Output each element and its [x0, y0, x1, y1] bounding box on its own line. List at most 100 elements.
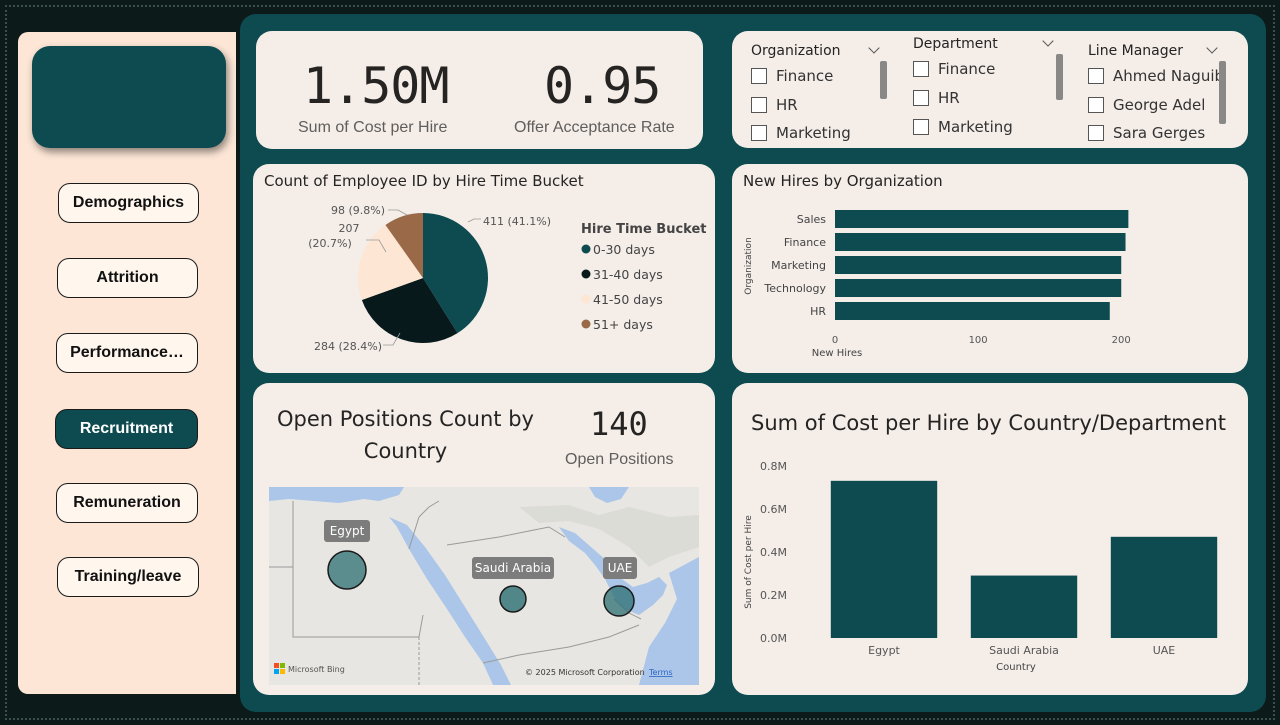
org-x-tick: 200 [1112, 335, 1131, 346]
leader-line [467, 218, 481, 223]
checkbox[interactable] [1088, 125, 1104, 141]
pie-data-label-31-40: 284 (28.4%) [314, 340, 382, 353]
map-copyright: © 2025 Microsoft Corporation [525, 668, 645, 677]
country-x-tick: Egypt [868, 644, 900, 657]
checkbox[interactable] [751, 68, 767, 84]
map[interactable]: Egypt Saudi Arabia UAE Microsoft Bing © … [269, 487, 699, 685]
org-y-tick: Marketing [771, 259, 826, 272]
country-bar-chart: 0.0M 0.2M 0.4M 0.6M 0.8M Egypt Saudi Arabia UAE… [744, 460, 1218, 673]
open-positions-label: Open Positions [565, 451, 674, 468]
org-chart-card: New Hires by Organization 0 100 200 Sales Fi… [732, 164, 1248, 373]
pie-legend-item[interactable]: 0-30 days [593, 242, 655, 257]
kpi-cost-label: Sum of Cost per Hire [298, 119, 448, 136]
checkbox[interactable] [751, 125, 767, 141]
country-x-tick: UAE [1153, 644, 1176, 657]
kpi-offer-value: 0.95 [544, 57, 661, 115]
pie-chart: 411 (41.1%) 207 (20.7%) 284 (28.4%) 98 (… [308, 204, 707, 353]
nav-performance[interactable]: Performance… [56, 333, 198, 373]
checkbox[interactable] [1088, 97, 1104, 113]
map-label-saudi-arabia: Saudi Arabia [475, 561, 551, 575]
org-bar-marketing[interactable] [835, 256, 1122, 274]
map-card-title: Open Positions Count by Country [277, 407, 534, 463]
pie-slice-0-30-days[interactable] [423, 213, 489, 334]
slicer-department-item[interactable]: Finance [913, 60, 995, 78]
org-x-tick: 0 [832, 335, 838, 346]
map-label-egypt-bg [324, 520, 370, 542]
org-bar-hr[interactable] [835, 302, 1110, 320]
country-bar-uae[interactable] [1110, 536, 1218, 638]
checkbox[interactable] [913, 90, 929, 106]
country-chart-title: Sum of Cost per Hire by Country/Departme… [751, 411, 1227, 435]
leader-line [366, 239, 387, 253]
checkbox[interactable] [1088, 68, 1104, 84]
org-y-axis-title: Organization [744, 237, 754, 295]
sidebar: Demographics Attrition Performance… Recr… [18, 32, 236, 694]
org-x-axis-title: New Hires [812, 348, 863, 359]
nav-remuneration[interactable]: Remuneration [56, 483, 198, 523]
slicer-organization-item[interactable]: Marketing [751, 124, 851, 142]
map-card: Open Positions Count by Country 140 Open… [253, 383, 715, 695]
chevron-down-icon[interactable] [1042, 35, 1054, 47]
slicer-line-manager-item[interactable]: George Adel [1088, 96, 1205, 114]
org-y-tick: Sales [797, 213, 827, 226]
checkbox[interactable] [913, 119, 929, 135]
org-bar-sales[interactable] [835, 210, 1129, 228]
kpi-cost-value: 1.50M [303, 57, 450, 115]
pie-legend-title: Hire Time Bucket [581, 222, 707, 237]
slicer-line-manager-scrollbar[interactable] [1219, 61, 1226, 124]
country-bar-saudi-arabia[interactable] [970, 575, 1078, 638]
slicer-line-manager-item[interactable]: Ahmed Naguib [1088, 67, 1224, 85]
org-bar-finance[interactable] [835, 233, 1126, 251]
slicer-department-item[interactable]: HR [913, 89, 960, 107]
nav-demographics[interactable]: Demographics [58, 183, 199, 223]
slicer-organization-item[interactable]: Finance [751, 67, 833, 85]
leader-line [388, 209, 408, 216]
map-label-uae: UAE [608, 561, 633, 575]
slicer-line-manager-title: Line Manager [1088, 43, 1183, 59]
nav-recruitment[interactable]: Recruitment [55, 409, 198, 449]
pie-data-label-41-50-pct: (20.7%) [308, 237, 352, 250]
map-label-uae-bg [603, 557, 637, 579]
pie-data-label-51plus: 98 (9.8%) [331, 204, 385, 217]
pie-slice-31-40-days[interactable] [361, 278, 458, 343]
country-y-axis-title: Sum of Cost per Hire [744, 515, 754, 609]
map-bubble-uae[interactable] [603, 585, 635, 617]
org-y-tick: Finance [784, 236, 826, 249]
org-y-tick: HR [810, 305, 826, 318]
legend-marker [581, 269, 591, 279]
pie-legend-item[interactable]: 51+ days [593, 317, 653, 332]
map-bubble-saudi-arabia[interactable] [499, 585, 527, 613]
pie-data-label-0-30: 411 (41.1%) [483, 215, 551, 228]
nav-attrition[interactable]: Attrition [57, 258, 198, 298]
logo-panel [32, 46, 226, 148]
chevron-down-icon[interactable] [868, 42, 880, 54]
pie-legend-item[interactable]: 41-50 days [593, 292, 663, 307]
country-x-axis-title: Country [996, 662, 1036, 673]
map-terms-link[interactable]: Terms [648, 668, 673, 677]
chevron-down-icon[interactable] [1206, 42, 1218, 54]
nav-training-leave[interactable]: Training/leave [57, 557, 199, 597]
map-label-egypt: Egypt [330, 524, 365, 538]
pie-legend-item[interactable]: 31-40 days [593, 267, 663, 282]
country-y-tick: 0.0M [760, 632, 787, 645]
leader-line [383, 332, 401, 346]
org-bar-technology[interactable] [835, 279, 1122, 297]
kpi-card: 1.50M Sum of Cost per Hire 0.95 Offer Ac… [256, 31, 703, 149]
country-bar-egypt[interactable] [830, 480, 938, 638]
pie-slice-51-days[interactable] [385, 213, 423, 278]
checkbox[interactable] [913, 61, 929, 77]
slicer-line-manager-item[interactable]: Sara Gerges [1088, 124, 1205, 142]
map-bubble-egypt[interactable] [327, 550, 367, 590]
slicer-department-scrollbar[interactable] [1056, 54, 1063, 100]
slicer-card: Organization Finance HR Marketing Depart… [732, 31, 1248, 148]
slicer-department-item[interactable]: Marketing [913, 118, 1013, 136]
slicer-organization-scrollbar[interactable] [880, 61, 887, 99]
pie-chart-title: Count of Employee ID by Hire Time Bucket [264, 172, 584, 190]
bing-attribution: Microsoft Bing [288, 665, 345, 674]
slicer-organization-item[interactable]: HR [751, 96, 798, 114]
slicer-organization-title: Organization [751, 43, 841, 59]
legend-marker [581, 319, 591, 329]
checkbox[interactable] [751, 97, 767, 113]
pie-slice-41-50-days[interactable] [358, 224, 423, 301]
slicer-department-title: Department [913, 36, 998, 52]
